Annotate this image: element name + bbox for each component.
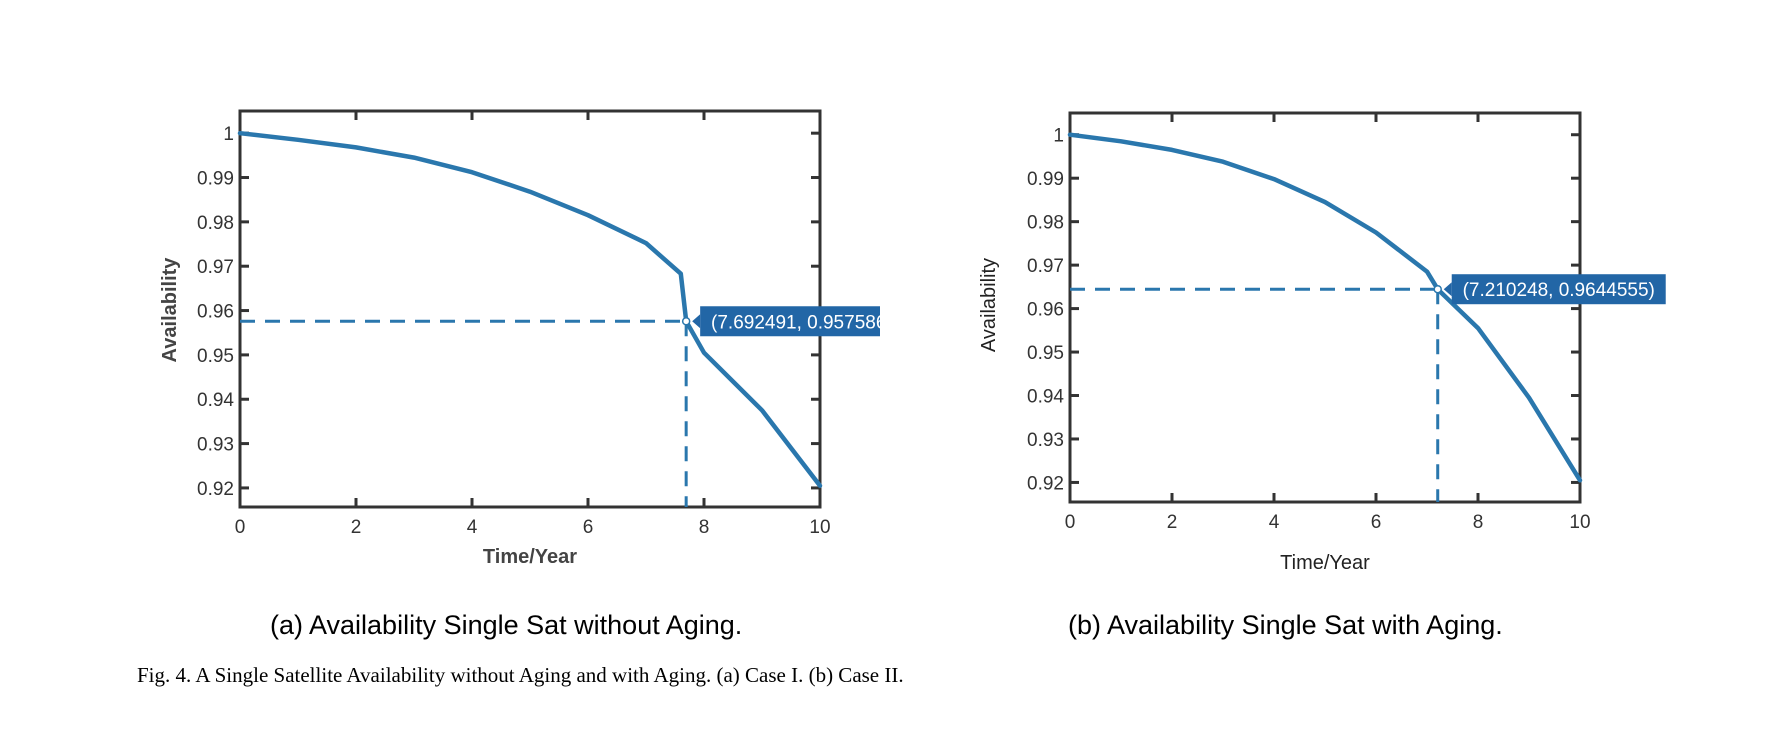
x-tick-label: 0 (1065, 512, 1076, 533)
y-tick-label: 0.99 (1027, 169, 1064, 190)
plot-frame (1068, 111, 1582, 504)
y-tick-label: 0.97 (1027, 256, 1064, 277)
y-tick-label: 0.95 (197, 346, 234, 367)
x-axis-label: Time/Year (1280, 552, 1370, 574)
y-tick-label: 1 (223, 124, 234, 145)
x-tick-label: 10 (1569, 512, 1590, 533)
x-tick-label: 10 (809, 517, 830, 538)
y-axis-label: Availability (159, 257, 181, 363)
y-tick-label: 0.95 (1027, 343, 1064, 364)
datatip-pointer (692, 314, 701, 329)
y-axis-label: Availability (978, 258, 1000, 352)
y-tick-label: 0.92 (1027, 473, 1064, 494)
series-line (1067, 132, 1583, 483)
x-tick-label: 8 (1473, 512, 1484, 533)
figure-caption: Fig. 4. A Single Satellite Availability … (137, 663, 904, 687)
datatip-pointer (1443, 282, 1452, 297)
datatip-label: (7.692491, 0.9575864) (711, 312, 880, 333)
y-tick-label: 0.94 (197, 390, 234, 411)
x-tick-label: 6 (1371, 512, 1382, 533)
x-tick-label: 4 (1269, 512, 1280, 533)
x-tick-label: 6 (583, 517, 594, 538)
y-tick-label: 0.97 (197, 257, 234, 278)
y-tick-label: 0.94 (1027, 387, 1064, 408)
y-tick-label: 0.99 (197, 169, 234, 190)
annotated-point (681, 317, 691, 326)
x-tick-label: 2 (1167, 512, 1178, 533)
x-tick-label: 0 (235, 517, 246, 538)
subcaption-b: (b) Availability Single Sat with Aging. (1068, 610, 1503, 640)
y-tick-label: 0.96 (197, 302, 234, 323)
y-tick-label: 0.96 (1027, 300, 1064, 321)
annotated-point (1433, 284, 1442, 294)
datatip-box (700, 306, 880, 337)
y-tick-label: 0.93 (1027, 430, 1064, 451)
x-tick-label: 8 (699, 517, 710, 538)
x-tick-label: 2 (351, 517, 362, 538)
x-axis-label: Time/Year (483, 546, 577, 568)
x-tick-label: 4 (467, 517, 478, 538)
datatip-box (1451, 274, 1666, 305)
series-line (237, 130, 823, 488)
y-tick-label: 0.98 (1027, 213, 1064, 234)
y-tick-label: 1 (1053, 126, 1064, 147)
subcaption-a: (a) Availability Single Sat without Agin… (270, 610, 743, 640)
y-tick-label: 0.93 (197, 435, 234, 456)
y-tick-label: 0.92 (197, 479, 234, 500)
datatip-label: (7.210248, 0.9644555) (1463, 280, 1655, 301)
y-tick-label: 0.98 (197, 213, 234, 234)
